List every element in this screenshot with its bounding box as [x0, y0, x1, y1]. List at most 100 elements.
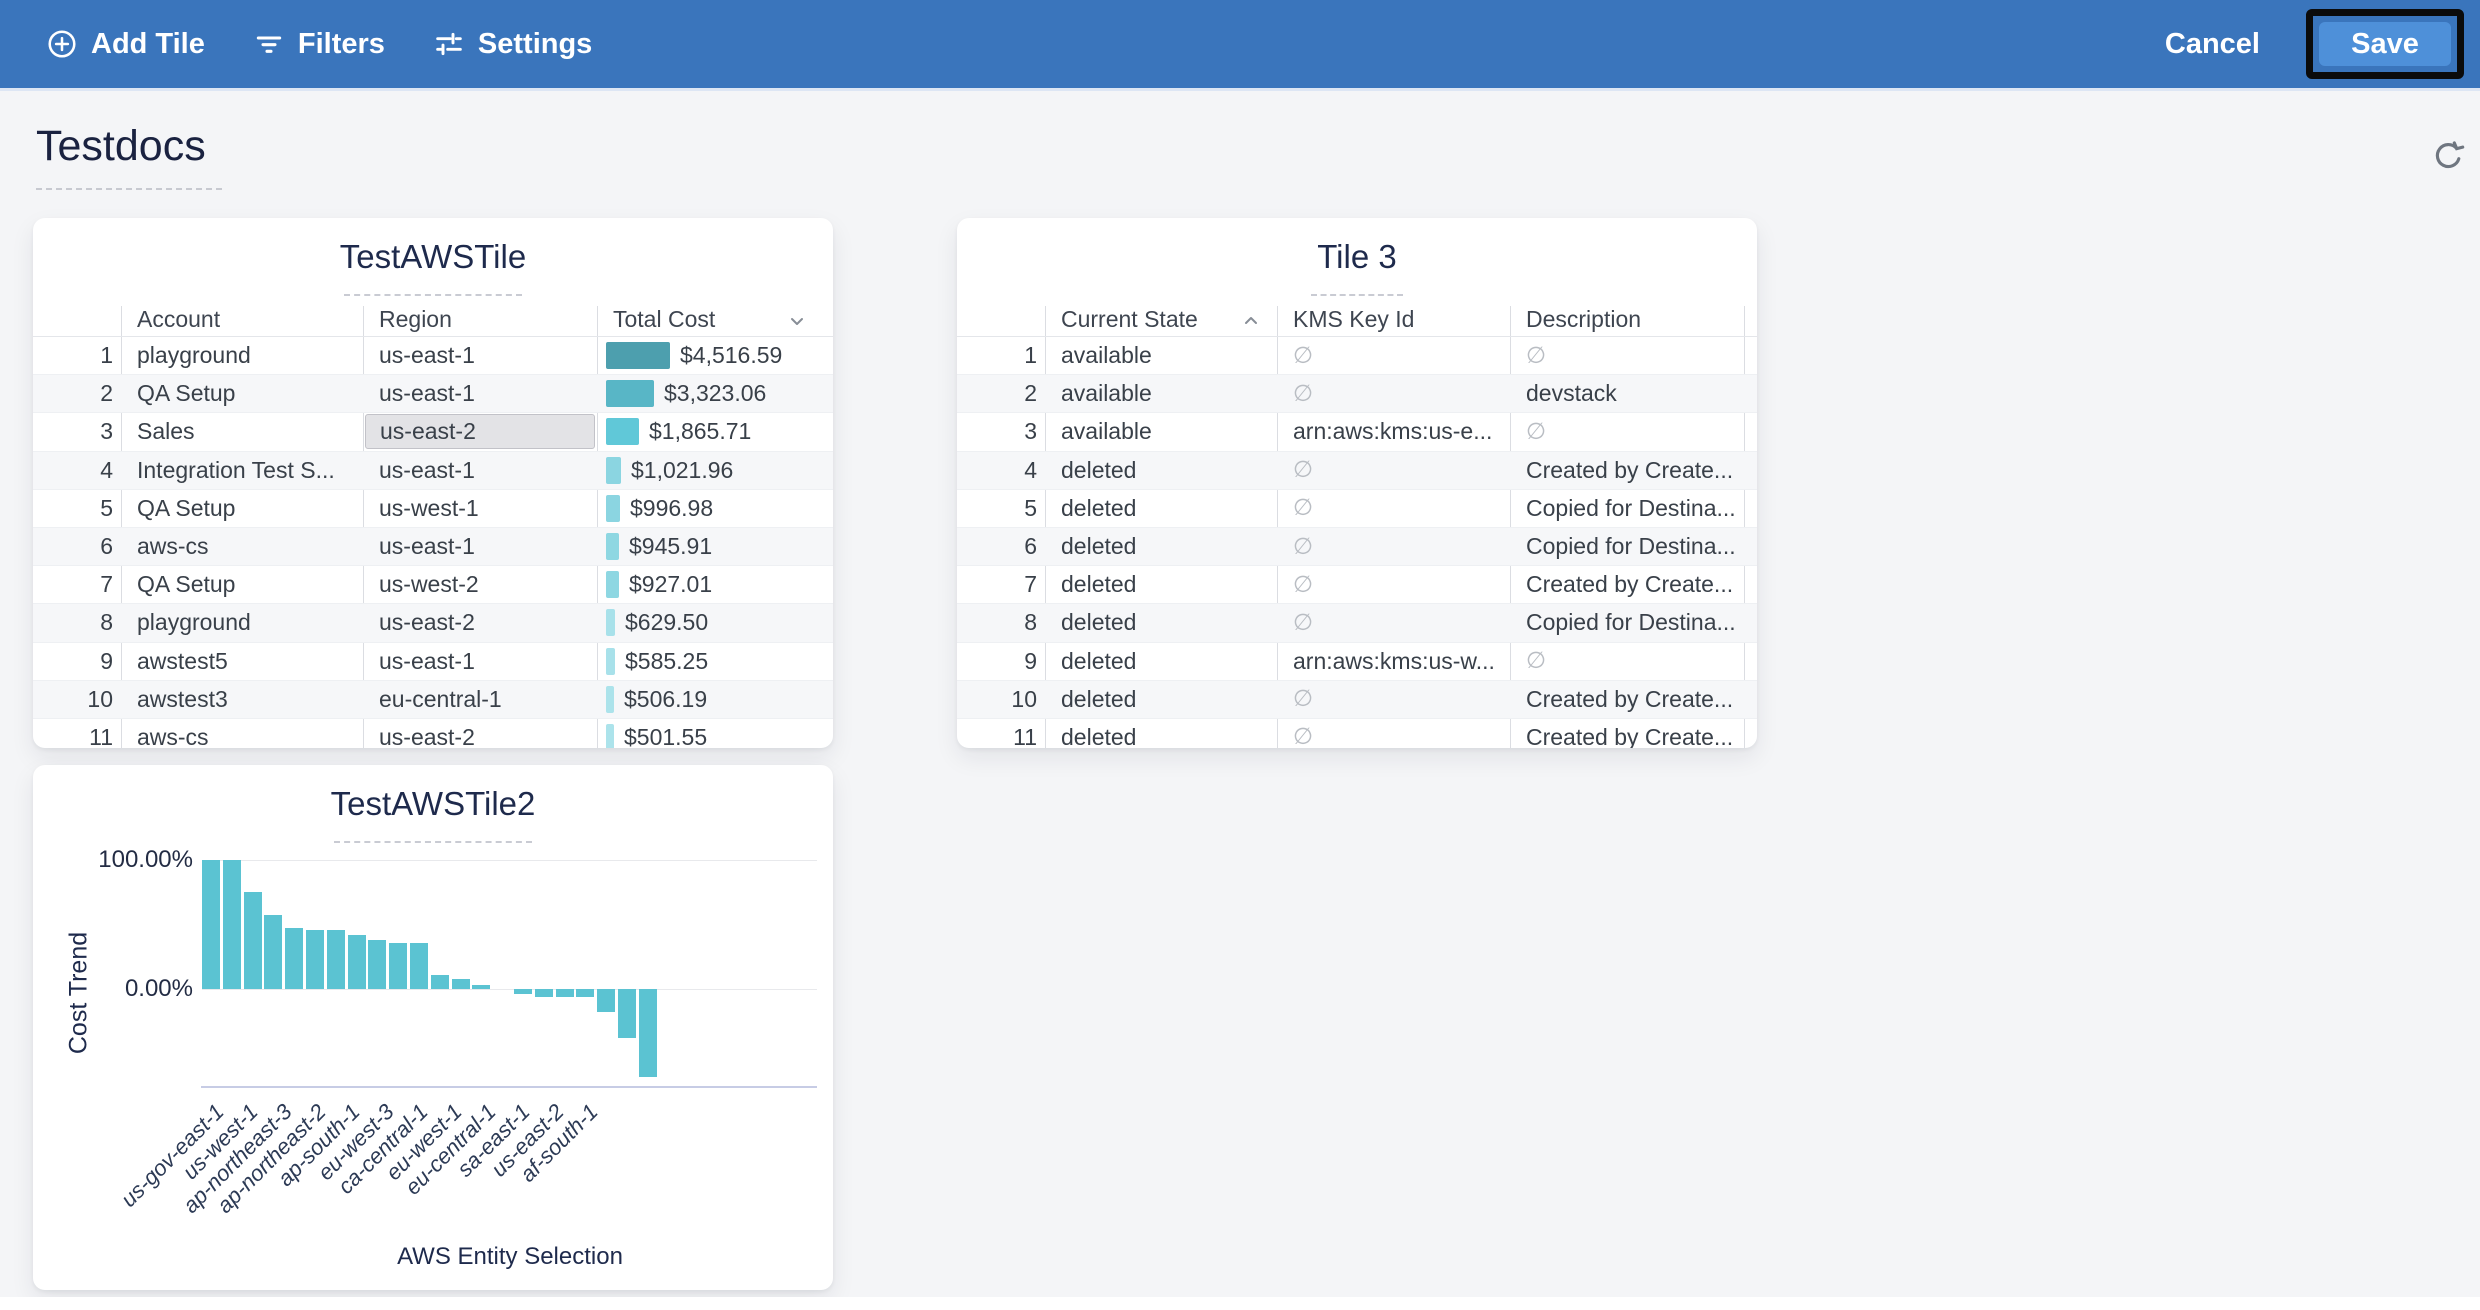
cell-region[interactable]: us-west-2 — [379, 571, 479, 598]
cell-description[interactable]: ∅ — [1526, 643, 1740, 680]
table-row[interactable]: 4 deleted ∅ Created by Create... — [957, 451, 1757, 490]
cell-account[interactable]: Sales — [137, 418, 195, 445]
cell-total-cost[interactable]: $1,021.96 — [606, 452, 832, 489]
refresh-button[interactable] — [2428, 138, 2468, 178]
table-row[interactable]: 5 QA Setup us-west-1 $996.98 — [33, 490, 833, 528]
cell-region[interactable]: us-east-2 — [379, 723, 475, 748]
cell-current-state[interactable]: deleted — [1061, 571, 1137, 598]
table-row[interactable]: 1 available ∅ ∅ — [957, 337, 1757, 376]
cell-kms-key-id[interactable]: arn:aws:kms:us-e... — [1293, 418, 1493, 445]
chart-bar[interactable] — [430, 974, 449, 989]
cell-description[interactable]: Created by Create... — [1526, 571, 1734, 598]
cell-description[interactable]: Created by Create... — [1526, 723, 1734, 748]
column-header-kms-key-id[interactable]: KMS Key Id — [1293, 306, 1415, 332]
cell-current-state[interactable]: deleted — [1061, 494, 1137, 521]
table-row[interactable]: 8 playground us-east-2 $629.50 — [33, 604, 833, 643]
cell-account[interactable]: playground — [137, 342, 251, 369]
cell-account[interactable]: aws-cs — [137, 723, 209, 748]
cell-region[interactable]: eu-central-1 — [379, 685, 502, 712]
table-row[interactable]: 11 aws-cs us-east-2 $501.55 — [33, 719, 833, 748]
cell-total-cost[interactable]: $629.50 — [606, 604, 832, 641]
cell-description[interactable]: ∅ — [1526, 337, 1740, 374]
cell-region[interactable]: us-east-1 — [379, 456, 475, 483]
table-row[interactable]: 7 QA Setup us-west-2 $927.01 — [33, 566, 833, 605]
cell-description[interactable]: Copied for Destina... — [1526, 533, 1736, 560]
column-header-region[interactable]: Region — [379, 306, 452, 332]
chart-bar[interactable] — [285, 928, 304, 989]
chart-bar[interactable] — [347, 935, 366, 989]
filters-button[interactable]: Filters — [253, 28, 385, 61]
cell-account[interactable]: QA Setup — [137, 380, 236, 407]
cell-current-state[interactable]: available — [1061, 418, 1152, 445]
table-row[interactable]: 9 awstest5 us-east-1 $585.25 — [33, 643, 833, 681]
cell-region[interactable]: us-east-1 — [379, 647, 475, 674]
cell-region[interactable]: us-east-1 — [379, 380, 475, 407]
cell-account[interactable]: awstest5 — [137, 647, 228, 674]
chart-bar[interactable] — [576, 989, 595, 997]
cell-region[interactable]: us-east-1 — [379, 533, 475, 560]
cell-description[interactable]: Created by Create... — [1526, 685, 1734, 712]
table-row[interactable]: 6 aws-cs us-east-1 $945.91 — [33, 527, 833, 567]
cell-kms-key-id[interactable]: ∅ — [1293, 681, 1493, 718]
cell-total-cost[interactable]: $585.25 — [606, 643, 832, 680]
chart-bar[interactable] — [534, 989, 553, 997]
cell-total-cost[interactable]: $1,865.71 — [606, 413, 832, 450]
table-row[interactable]: 3 available arn:aws:kms:us-e... ∅ — [957, 413, 1757, 452]
chart-bar[interactable] — [222, 860, 241, 989]
settings-button[interactable]: Settings — [433, 28, 592, 61]
cell-kms-key-id[interactable]: ∅ — [1293, 452, 1493, 489]
cell-kms-key-id[interactable]: ∅ — [1293, 528, 1493, 565]
cell-kms-key-id[interactable]: arn:aws:kms:us-w... — [1293, 647, 1493, 674]
cell-current-state[interactable]: available — [1061, 380, 1152, 407]
table-row[interactable]: 10 awstest3 eu-central-1 $506.19 — [33, 680, 833, 719]
table-row[interactable]: 1 playground us-east-1 $4,516.59 — [33, 337, 833, 376]
cell-account[interactable]: awstest3 — [137, 685, 228, 712]
cell-description[interactable]: Created by Create... — [1526, 456, 1734, 483]
chart-bar[interactable] — [472, 985, 491, 989]
table-row[interactable]: 11 deleted ∅ Created by Create... — [957, 719, 1757, 748]
column-header-description[interactable]: Description — [1526, 306, 1642, 332]
chart-bar[interactable] — [389, 943, 408, 989]
table-row[interactable]: 10 deleted ∅ Created by Create... — [957, 680, 1757, 719]
cell-current-state[interactable]: deleted — [1061, 647, 1137, 674]
cell-total-cost[interactable]: $945.91 — [606, 528, 832, 565]
cell-total-cost[interactable]: $501.55 — [606, 719, 832, 748]
table-row[interactable]: 4 Integration Test S... us-east-1 $1,021.96 — [33, 451, 833, 490]
cell-current-state[interactable]: deleted — [1061, 533, 1137, 560]
column-header-total-cost[interactable]: Total Cost — [613, 306, 716, 332]
table-row[interactable]: 2 QA Setup us-east-1 $3,323.06 — [33, 375, 833, 414]
cell-current-state[interactable]: deleted — [1061, 456, 1137, 483]
cell-total-cost[interactable]: $3,323.06 — [606, 375, 832, 412]
chart-bar[interactable] — [326, 930, 345, 989]
chart-bar[interactable] — [368, 939, 387, 989]
add-tile-button[interactable]: Add Tile — [46, 28, 205, 61]
cell-current-state[interactable]: deleted — [1061, 609, 1137, 636]
chart-bar[interactable] — [410, 943, 428, 989]
table-row[interactable]: 8 deleted ∅ Copied for Destina... — [957, 604, 1757, 643]
cell-region[interactable]: us-east-1 — [379, 342, 475, 369]
cell-current-state[interactable]: deleted — [1061, 723, 1137, 748]
cell-total-cost[interactable]: $506.19 — [606, 681, 832, 718]
cell-kms-key-id[interactable]: ∅ — [1293, 490, 1493, 527]
cell-region[interactable]: us-east-2 — [379, 609, 475, 636]
chart-bar[interactable] — [638, 989, 657, 1077]
table-row[interactable]: 3 Sales us-east-2 $1,865.71 — [33, 413, 833, 452]
chart-bar[interactable] — [514, 989, 532, 995]
cell-kms-key-id[interactable]: ∅ — [1293, 566, 1493, 603]
cell-account[interactable]: Integration Test S... — [137, 456, 335, 483]
column-header-current-state[interactable]: Current State — [1061, 306, 1198, 332]
sort-descending-icon[interactable] — [785, 309, 809, 339]
cell-description[interactable]: devstack — [1526, 380, 1617, 407]
cell-kms-key-id[interactable]: ∅ — [1293, 604, 1493, 641]
save-button[interactable]: Save — [2319, 22, 2451, 66]
cancel-button[interactable]: Cancel — [2159, 27, 2266, 62]
cell-current-state[interactable]: available — [1061, 342, 1152, 369]
cell-kms-key-id[interactable]: ∅ — [1293, 337, 1493, 374]
cell-account[interactable]: playground — [137, 609, 251, 636]
cell-account[interactable]: QA Setup — [137, 494, 236, 521]
chart-bar[interactable] — [306, 930, 324, 989]
cell-region[interactable]: us-west-1 — [379, 494, 479, 521]
table-row[interactable]: 7 deleted ∅ Created by Create... — [957, 566, 1757, 605]
cell-current-state[interactable]: deleted — [1061, 685, 1137, 712]
table-row[interactable]: 6 deleted ∅ Copied for Destina... — [957, 527, 1757, 567]
